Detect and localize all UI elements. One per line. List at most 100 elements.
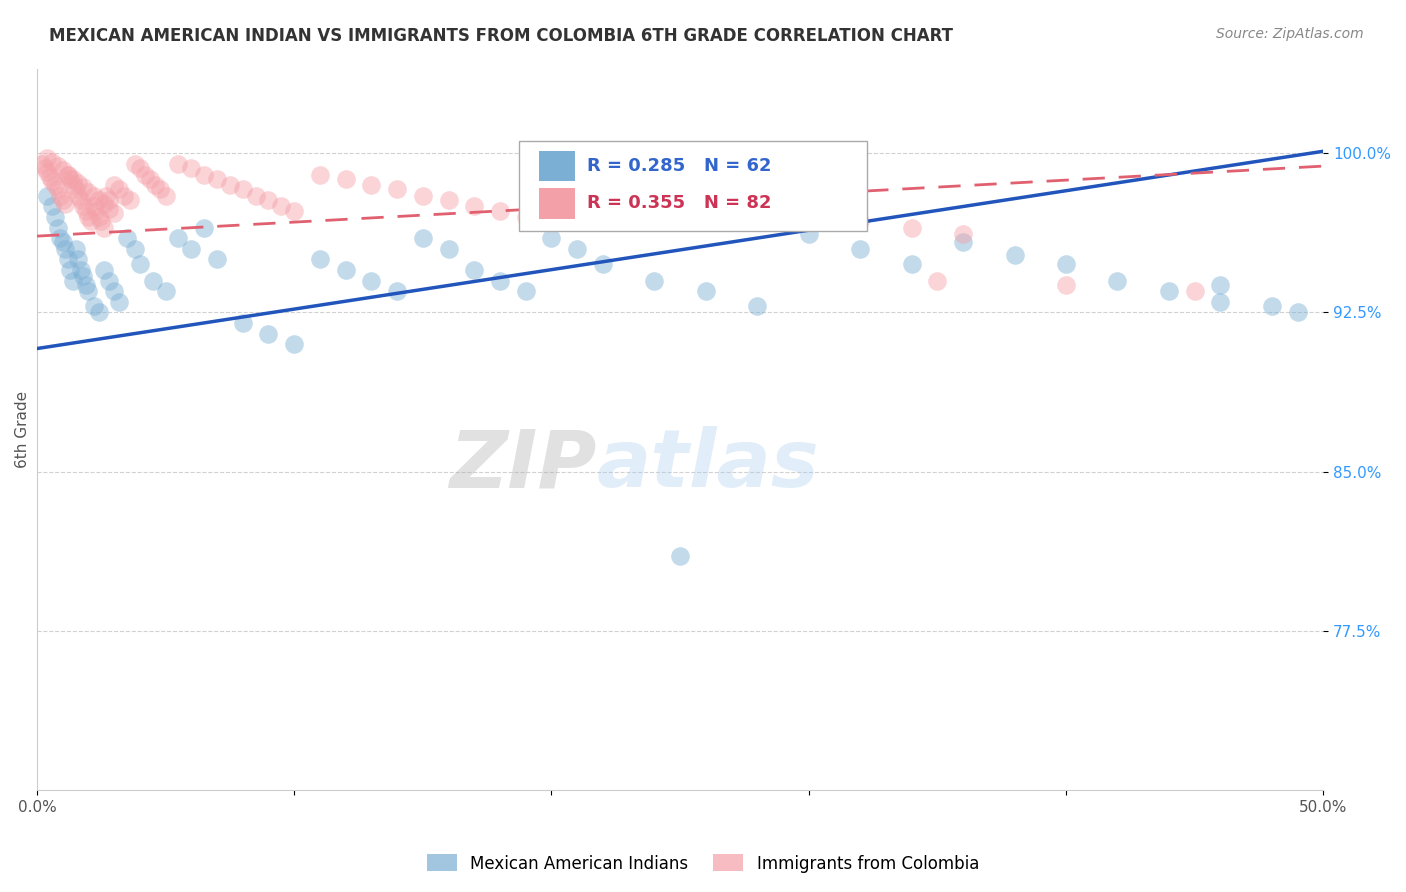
Point xyxy=(412,189,434,203)
Point xyxy=(67,189,90,203)
Point xyxy=(49,189,72,203)
Point xyxy=(108,182,131,196)
Point xyxy=(335,263,357,277)
Point xyxy=(62,178,84,193)
Point xyxy=(167,231,190,245)
Point xyxy=(139,171,162,186)
FancyBboxPatch shape xyxy=(538,188,575,219)
Legend: Mexican American Indians, Immigrants from Colombia: Mexican American Indians, Immigrants fro… xyxy=(420,847,986,880)
Point xyxy=(463,263,485,277)
Point xyxy=(112,189,135,203)
Point xyxy=(124,242,146,256)
Y-axis label: 6th Grade: 6th Grade xyxy=(15,391,30,467)
Point xyxy=(385,182,408,196)
Point xyxy=(46,159,69,173)
Point xyxy=(515,285,537,299)
Point xyxy=(115,231,138,245)
Point xyxy=(1054,257,1077,271)
Point xyxy=(65,182,87,196)
Point xyxy=(72,199,94,213)
Point xyxy=(1107,274,1129,288)
Point xyxy=(437,193,460,207)
Point xyxy=(412,231,434,245)
FancyBboxPatch shape xyxy=(519,141,866,231)
Point xyxy=(489,274,512,288)
Point xyxy=(128,161,150,176)
Point xyxy=(49,231,72,245)
Point xyxy=(77,210,100,224)
Point xyxy=(1286,305,1309,319)
Point xyxy=(900,257,922,271)
Point xyxy=(59,171,82,186)
Point xyxy=(149,182,172,196)
Point xyxy=(77,185,100,199)
Point xyxy=(155,189,177,203)
Point xyxy=(41,154,63,169)
Point xyxy=(952,235,974,250)
Point xyxy=(1054,277,1077,292)
Text: R = 0.285   N = 62: R = 0.285 N = 62 xyxy=(588,157,772,175)
Text: ZIP: ZIP xyxy=(449,426,596,504)
Point xyxy=(75,203,97,218)
Point xyxy=(52,163,75,178)
Point xyxy=(41,199,63,213)
Point xyxy=(193,168,215,182)
Point xyxy=(37,165,59,179)
Point xyxy=(1209,294,1232,309)
Point xyxy=(167,157,190,171)
Point xyxy=(567,182,589,196)
Point xyxy=(108,294,131,309)
Point xyxy=(87,193,110,207)
Point xyxy=(83,199,105,213)
Point xyxy=(1209,277,1232,292)
Point xyxy=(98,274,121,288)
Point xyxy=(283,337,305,351)
Point xyxy=(41,174,63,188)
Point xyxy=(96,189,118,203)
Point xyxy=(257,326,280,341)
Point xyxy=(98,202,121,216)
Point xyxy=(643,193,665,207)
Point xyxy=(180,242,202,256)
Point xyxy=(360,178,382,193)
Text: MEXICAN AMERICAN INDIAN VS IMMIGRANTS FROM COLOMBIA 6TH GRADE CORRELATION CHART: MEXICAN AMERICAN INDIAN VS IMMIGRANTS FR… xyxy=(49,27,953,45)
Point xyxy=(309,252,332,267)
Point xyxy=(1184,285,1206,299)
Point xyxy=(540,231,562,245)
Text: atlas: atlas xyxy=(596,426,820,504)
Point xyxy=(134,168,156,182)
Point xyxy=(93,263,115,277)
Point xyxy=(93,220,115,235)
Point xyxy=(849,214,872,228)
Point xyxy=(143,178,166,193)
Point xyxy=(118,193,141,207)
Point xyxy=(31,157,53,171)
Point xyxy=(52,235,75,250)
Point xyxy=(83,189,105,203)
Point xyxy=(62,171,84,186)
Point xyxy=(56,252,79,267)
Point xyxy=(747,203,769,218)
Point xyxy=(205,171,228,186)
Point xyxy=(437,242,460,256)
Point xyxy=(797,210,820,224)
Point xyxy=(540,178,562,193)
Point xyxy=(489,203,512,218)
Point xyxy=(695,285,717,299)
Point xyxy=(927,274,949,288)
Point xyxy=(103,285,125,299)
Point xyxy=(747,299,769,313)
Point xyxy=(90,214,112,228)
Point xyxy=(56,168,79,182)
Point xyxy=(53,242,76,256)
Point xyxy=(103,206,125,220)
Point xyxy=(1004,248,1026,262)
Point xyxy=(952,227,974,241)
Point xyxy=(245,189,267,203)
Point xyxy=(72,269,94,284)
Point xyxy=(669,549,692,564)
Point xyxy=(93,197,115,211)
Point xyxy=(69,193,91,207)
Point xyxy=(463,199,485,213)
FancyBboxPatch shape xyxy=(538,151,575,181)
